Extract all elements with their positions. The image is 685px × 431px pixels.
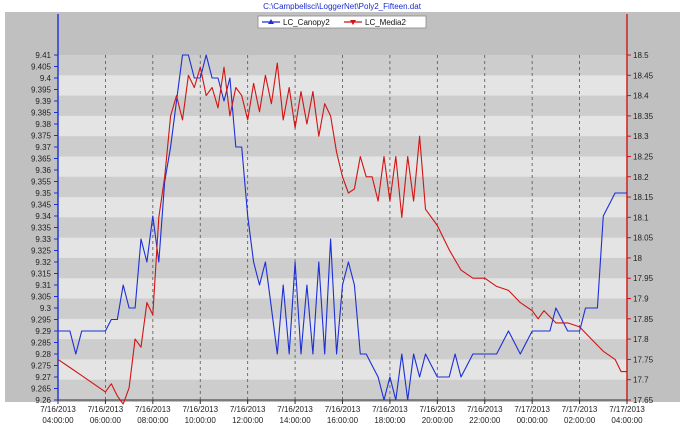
left-y-tick-label: 9.365 — [31, 155, 52, 164]
left-y-tick-label: 9.355 — [31, 178, 52, 187]
right-y-tick-label: 18.3 — [633, 132, 649, 141]
right-y-tick-label: 18.15 — [633, 193, 654, 202]
left-y-tick-label: 9.37 — [35, 143, 51, 152]
x-tick-label-time: 18:00:00 — [374, 416, 406, 425]
right-y-tick-label: 17.65 — [633, 396, 654, 405]
x-tick-label-time: 16:00:00 — [327, 416, 359, 425]
x-tick-label-date: 7/16/2013 — [372, 405, 408, 414]
x-tick-label-time: 08:00:00 — [137, 416, 169, 425]
left-y-tick-label: 9.345 — [31, 201, 52, 210]
legend-box — [257, 15, 427, 29]
left-y-tick-label: 9.28 — [35, 350, 51, 359]
legend-label-media: LC_Media2 — [365, 18, 406, 27]
x-tick-label-date: 7/17/2013 — [609, 405, 645, 414]
right-y-tick-label: 17.9 — [633, 295, 649, 304]
x-tick-label-time: 14:00:00 — [280, 416, 312, 425]
x-tick-label-date: 7/16/2013 — [182, 405, 218, 414]
x-tick-label-date: 7/16/2013 — [88, 405, 124, 414]
right-y-tick-label: 18.1 — [633, 213, 649, 222]
x-tick-label-date: 7/16/2013 — [277, 405, 313, 414]
right-y-tick-label: 18.35 — [633, 112, 654, 121]
left-y-tick-label: 9.26 — [35, 396, 51, 405]
left-y-tick-label: 9.33 — [35, 235, 51, 244]
legend-marker-canopy — [268, 19, 274, 24]
x-tick-label-time: 20:00:00 — [422, 416, 454, 425]
left-y-tick-label: 9.335 — [31, 224, 52, 233]
x-tick-label-time: 10:00:00 — [185, 416, 217, 425]
chart-title: C:\Campbellsci\LoggerNet\Poly2_Fifteen.d… — [263, 2, 422, 11]
x-tick-label-date: 7/16/2013 — [40, 405, 76, 414]
left-y-tick-label: 9.39 — [35, 97, 51, 106]
left-y-tick-label: 9.265 — [31, 385, 52, 394]
left-y-tick-label: 9.325 — [31, 247, 52, 256]
right-y-tick-label: 17.8 — [633, 335, 649, 344]
left-y-tick-label: 9.305 — [31, 293, 52, 302]
x-tick-label-date: 7/16/2013 — [135, 405, 171, 414]
x-tick-label-time: 00:00:00 — [517, 416, 549, 425]
right-y-tick-label: 17.7 — [633, 376, 649, 385]
left-y-tick-label: 9.31 — [35, 281, 51, 290]
right-y-tick-label: 17.95 — [633, 274, 654, 283]
left-y-tick-label: 9.41 — [35, 51, 51, 60]
plot-band — [58, 217, 627, 238]
x-tick-label-date: 7/17/2013 — [514, 405, 550, 414]
left-y-tick-label: 9.4 — [40, 74, 52, 83]
left-y-tick-label: 9.395 — [31, 86, 52, 95]
right-y-tick-label: 18.2 — [633, 173, 649, 182]
x-tick-label-time: 12:00:00 — [232, 416, 264, 425]
left-y-tick-label: 9.295 — [31, 316, 52, 325]
right-y-tick-label: 18.25 — [633, 152, 654, 161]
x-tick-label-date: 7/16/2013 — [230, 405, 266, 414]
left-y-tick-label: 9.36 — [35, 166, 51, 175]
left-y-tick-label: 9.3 — [40, 304, 52, 313]
right-y-tick-label: 18.4 — [633, 92, 649, 101]
right-y-tick-label: 18 — [633, 254, 642, 263]
right-y-tick-label: 17.75 — [633, 355, 654, 364]
x-tick-label-date: 7/17/2013 — [562, 405, 598, 414]
x-tick-label-time: 02:00:00 — [564, 416, 596, 425]
x-tick-label-date: 7/16/2013 — [467, 405, 503, 414]
plot-band — [58, 379, 627, 400]
left-y-tick-label: 9.32 — [35, 258, 51, 267]
left-y-tick-label: 9.35 — [35, 189, 51, 198]
right-y-tick-label: 18.5 — [633, 51, 649, 60]
left-y-tick-label: 9.29 — [35, 327, 51, 336]
legend-marker-media — [350, 20, 356, 25]
left-y-tick-label: 9.275 — [31, 362, 52, 371]
right-y-tick-label: 18.05 — [633, 234, 654, 243]
x-tick-label-time: 04:00:00 — [42, 416, 74, 425]
series-line-media — [57, 62, 627, 405]
right-y-tick-label: 17.85 — [633, 315, 654, 324]
left-y-tick-label: 9.375 — [31, 132, 52, 141]
left-y-tick-label: 9.315 — [31, 270, 52, 279]
right-y-tick-label: 18.45 — [633, 71, 654, 80]
left-y-tick-label: 9.285 — [31, 339, 52, 348]
left-y-tick-label: 9.385 — [31, 109, 52, 118]
left-y-tick-label: 9.34 — [35, 212, 51, 221]
x-tick-label-date: 7/16/2013 — [420, 405, 456, 414]
legend-label-canopy: LC_Canopy2 — [283, 18, 330, 27]
x-tick-label-time: 06:00:00 — [90, 416, 122, 425]
x-tick-label-time: 22:00:00 — [469, 416, 501, 425]
x-tick-label-time: 04:00:00 — [611, 416, 643, 425]
left-y-tick-label: 9.405 — [31, 63, 52, 72]
left-y-tick-label: 9.27 — [35, 373, 51, 382]
x-tick-label-date: 7/16/2013 — [325, 405, 361, 414]
left-y-tick-label: 9.38 — [35, 120, 51, 129]
plot-band — [58, 55, 627, 76]
